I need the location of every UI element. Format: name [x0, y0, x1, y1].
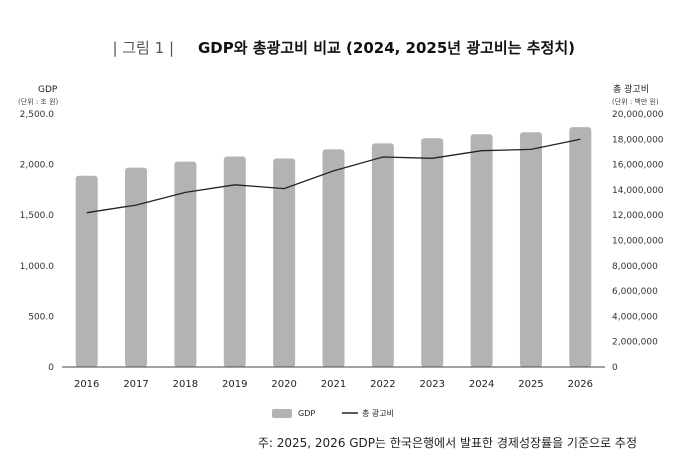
left-tick-label: 0 — [48, 363, 54, 373]
right-axis-ticks: 0 2,000,000 4,000,000 6,000,000 8,000,000 10,… — [612, 110, 664, 373]
right-tick-label: 10,000,000 — [612, 237, 664, 247]
x-tick-label: 2018 — [173, 379, 198, 390]
x-tick-label: 2022 — [370, 379, 395, 390]
right-axis-unit: (단위 : 백만 원) — [612, 97, 659, 106]
gdp-bar — [519, 132, 542, 367]
gdp-bar — [75, 175, 98, 367]
gdp-bar — [125, 167, 148, 367]
x-tick-label: 2026 — [568, 379, 593, 390]
legend-gdp-swatch — [272, 409, 292, 418]
left-axis-unit: (단위 : 조 원) — [18, 97, 59, 106]
left-tick-label: 1,500.0 — [20, 211, 55, 221]
legend: GDP 총 광고비 — [272, 408, 394, 418]
x-tick-label: 2017 — [123, 379, 148, 390]
x-tick-label: 2019 — [222, 379, 247, 390]
gdp-bar — [322, 149, 345, 367]
gdp-bar — [273, 158, 296, 367]
footnote: 주: 2025, 2026 GDP는 한국은행에서 발표한 경제성장률을 기준으… — [258, 435, 637, 450]
legend-gdp-label: GDP — [298, 409, 315, 418]
left-axis-title: GDP — [38, 85, 58, 95]
adspend-line — [86, 138, 581, 214]
gdp-bar — [371, 143, 394, 367]
figure-label: | 그림 1 | — [112, 39, 174, 57]
right-tick-label: 2,000,000 — [612, 338, 658, 348]
gdp-bar — [421, 138, 444, 367]
left-tick-label: 2,500.0 — [20, 110, 55, 120]
right-tick-label: 12,000,000 — [612, 211, 664, 221]
right-tick-label: 4,000,000 — [612, 312, 658, 322]
gdp-bar — [223, 156, 246, 367]
right-axis-title: 총 광고비 — [613, 83, 649, 95]
left-tick-label: 2,000.0 — [20, 161, 55, 171]
adspend-line-path — [86, 138, 581, 214]
x-tick-label: 2025 — [518, 379, 543, 390]
x-tick-label: 2023 — [420, 379, 445, 390]
chart-title: GDP와 총광고비 비교 (2024, 2025년 광고비는 추정치) — [198, 39, 575, 57]
right-tick-label: 8,000,000 — [612, 262, 658, 272]
x-tick-label: 2020 — [271, 379, 296, 390]
x-axis-ticks: 2016 2017 2018 2019 2020 2021 2022 2023 2024 2025… — [74, 379, 593, 390]
right-tick-label: 6,000,000 — [612, 287, 658, 297]
gdp-bars — [75, 127, 592, 367]
left-tick-label: 1,000.0 — [20, 262, 55, 272]
right-tick-label: 0 — [612, 363, 618, 373]
left-tick-label: 500.0 — [28, 312, 54, 322]
right-tick-label: 20,000,000 — [612, 110, 664, 120]
right-tick-label: 14,000,000 — [612, 186, 664, 196]
right-tick-label: 18,000,000 — [612, 135, 664, 145]
gdp-bar — [569, 127, 592, 367]
gdp-bar — [470, 134, 493, 367]
x-tick-label: 2021 — [321, 379, 346, 390]
left-axis-ticks: 0 500.0 1,000.0 1,500.0 2,000.0 2,500.0 — [20, 110, 55, 373]
legend-adspend-label: 총 광고비 — [362, 408, 394, 418]
gdp-bar — [174, 161, 197, 367]
x-tick-label: 2024 — [469, 379, 494, 390]
x-tick-label: 2016 — [74, 379, 99, 390]
right-tick-label: 16,000,000 — [612, 161, 664, 171]
